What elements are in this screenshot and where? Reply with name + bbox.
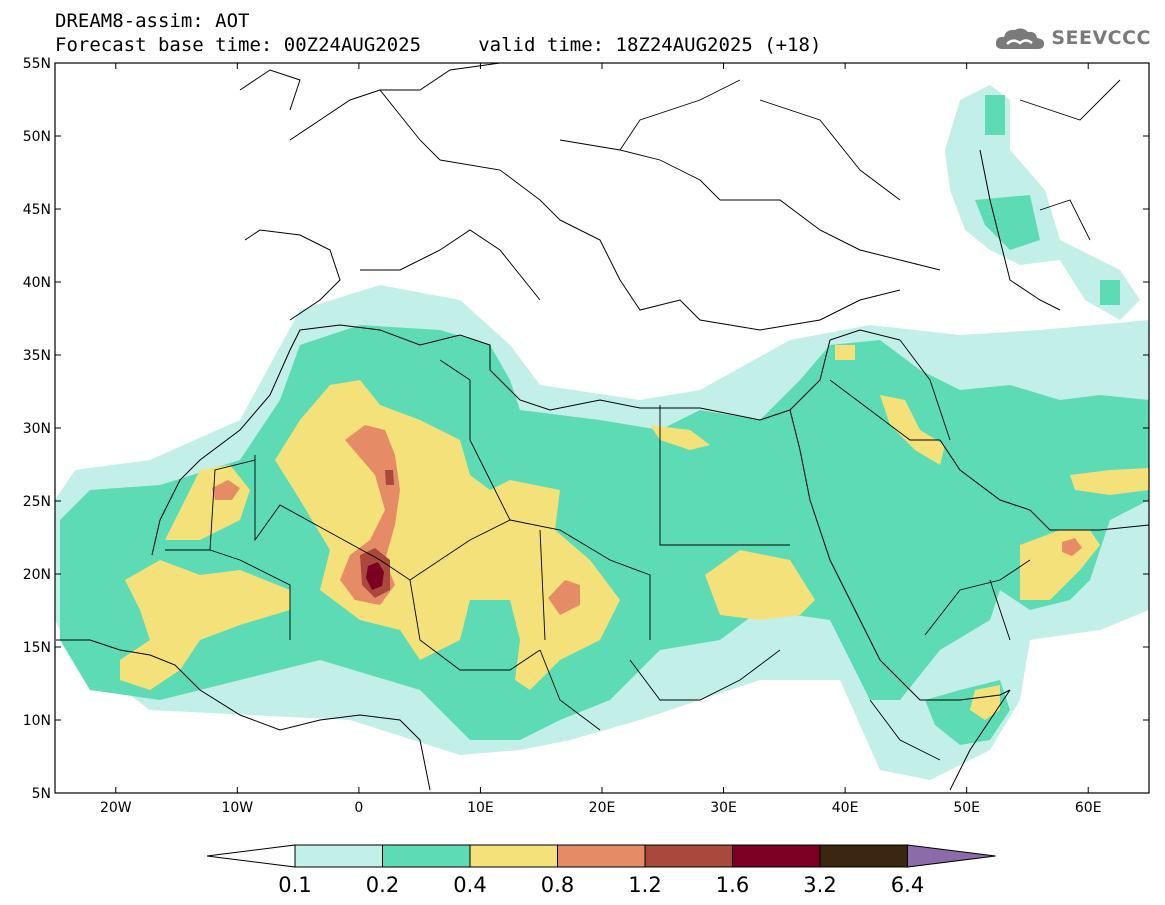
aot-band-0.4-west (120, 465, 290, 690)
colorbar-level-label: 0.8 (541, 873, 574, 897)
lon-tick-label: 10W (221, 800, 253, 816)
colorbar-box (557, 844, 646, 868)
colorbar-box (644, 844, 733, 868)
aot-band-0.8-chad (548, 580, 580, 615)
lat-tick-label: 5N (32, 786, 51, 802)
lat-tick-label: 15N (23, 640, 51, 656)
colorbar-high-arrow (907, 844, 996, 868)
aot-band-0.4-sudan (705, 550, 815, 620)
lat-tick-label: 40N (23, 275, 51, 291)
colorbar-box (732, 844, 821, 868)
lat-tick-label: 50N (23, 129, 51, 145)
colorbar-low-arrow (206, 844, 296, 868)
aot-band-0.8-oman (1062, 538, 1082, 556)
aot-band-0.4-egypt (650, 425, 710, 450)
colorbar-box (294, 844, 383, 868)
lat-tick-label: 10N (23, 713, 51, 729)
latitude-axis: 5N 10N 15N 20N 25N 30N 35N 40N 45N 50N 55N (23, 56, 1149, 802)
colorbar-level-label: 0.2 (366, 873, 399, 897)
aot-band-0.4-oman (1020, 468, 1149, 600)
lon-tick-label: 50E (953, 800, 980, 816)
lon-tick-label: 0 (354, 800, 363, 816)
aot-band-0.2-caspian (975, 95, 1120, 305)
lon-tick-label: 20W (100, 800, 132, 816)
colorbar-level-label: 3.2 (803, 873, 836, 897)
colorbar-level-label: 1.6 (716, 873, 749, 897)
dust-field (55, 85, 1149, 780)
cloud-icon (996, 28, 1045, 49)
colorbar-box (819, 844, 908, 868)
aot-band-0.4-horn (970, 685, 1000, 720)
logo-text: SEEVCCC (1051, 27, 1151, 49)
colorbar: 0.1 0.2 0.4 0.8 1.2 1.6 3.2 6.4 (206, 844, 996, 897)
colorbar-level-label: 6.4 (891, 873, 924, 897)
colorbar-level-label: 0.1 (278, 873, 311, 897)
lat-tick-label: 20N (23, 567, 51, 583)
colorbar-level-label: 0.4 (453, 873, 486, 897)
lon-tick-label: 10E (467, 800, 494, 816)
country-borders (165, 79, 1121, 761)
lat-tick-label: 25N (23, 494, 51, 510)
longitude-axis: 20W 10W 0 10E 20E 30E 40E 50E 60E (100, 63, 1102, 816)
aot-band-0.4-iraq (835, 345, 945, 465)
colorbar-box (469, 844, 558, 868)
seevccc-logo: SEEVCCC (993, 24, 1151, 52)
lon-tick-label: 40E (832, 800, 859, 816)
lon-tick-label: 20E (589, 800, 616, 816)
lon-tick-label: 60E (1075, 800, 1102, 816)
aot-band-0.8-mauritania (212, 480, 240, 500)
colorbar-level-label: 1.2 (628, 873, 661, 897)
lat-tick-label: 30N (23, 421, 51, 437)
lon-tick-label: 30E (710, 800, 737, 816)
colorbar-box (382, 844, 471, 868)
lat-tick-label: 45N (23, 202, 51, 218)
lat-tick-label: 55N (23, 56, 51, 72)
lat-tick-label: 35N (23, 348, 51, 364)
coastlines (56, 63, 1149, 791)
forecast-time-line: Forecast base time: 00Z24AUG2025 valid t… (55, 34, 822, 56)
aot-band-1.6 (366, 562, 384, 590)
aot-band-0.1-caspian (945, 85, 1140, 320)
map-title: DREAM8-assim: AOT (55, 10, 250, 32)
